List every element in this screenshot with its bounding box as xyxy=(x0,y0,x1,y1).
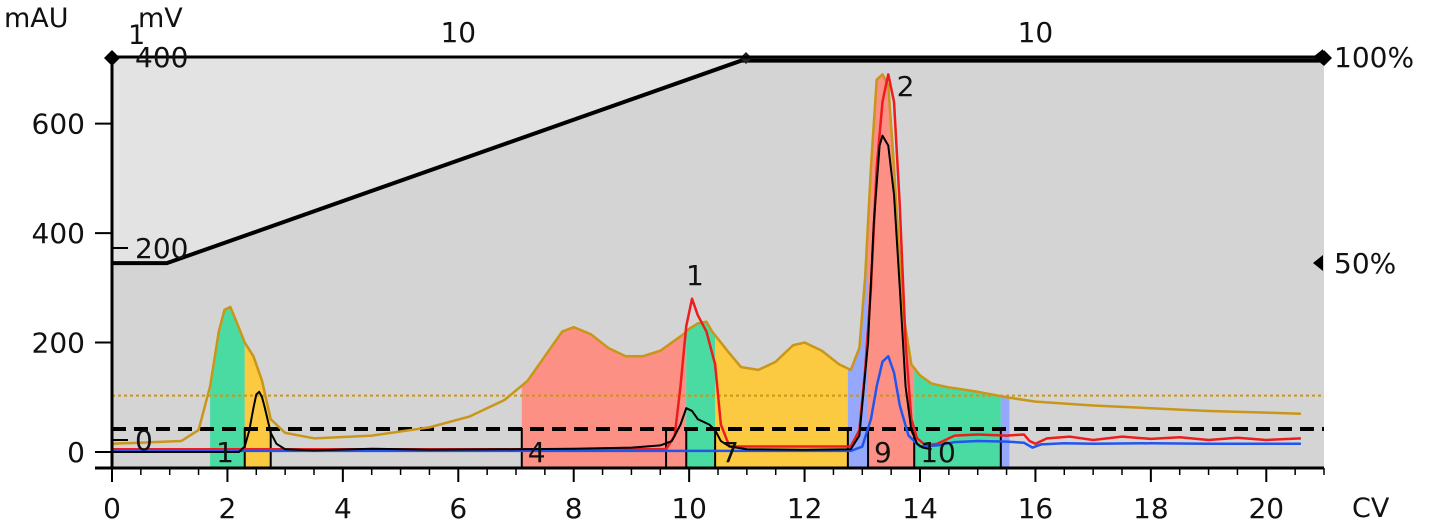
y-tick-label-400: 400 xyxy=(32,217,85,250)
peak-label-1: 1 xyxy=(686,259,704,292)
series-black xyxy=(112,134,932,453)
x-tick-label-6: 6 xyxy=(449,492,467,525)
fraction-label-3: 4 xyxy=(528,436,546,469)
fraction-region-3 xyxy=(521,327,667,468)
fraction-region-10 xyxy=(1000,396,1010,468)
fraction-labels: 1 4 7 9 10 xyxy=(216,436,956,469)
x-tick-label-18: 18 xyxy=(1133,492,1169,525)
mv-tick-label-0: 0 xyxy=(135,424,153,457)
x-tick-label-14: 14 xyxy=(902,492,938,525)
mv-tick-label-200: 200 xyxy=(135,232,188,265)
fraction-region-1 xyxy=(210,307,245,468)
gradient-fill xyxy=(112,57,1324,264)
top-segment-label-2: 10 xyxy=(1018,16,1054,49)
x-tick-label-10: 10 xyxy=(671,492,707,525)
axes: 0 2 4 6 8 10 12 14 16 18 200200400600020040050%100… xyxy=(32,16,1415,525)
series-blue xyxy=(112,354,1301,453)
series-gold xyxy=(111,73,1301,446)
x-axis-label: CV xyxy=(1352,493,1390,524)
pct-left-marker xyxy=(104,50,120,66)
trace-series xyxy=(111,73,1301,453)
fraction-label-8: 9 xyxy=(874,436,892,469)
pct-tick-label-50%: 50% xyxy=(1334,247,1396,280)
y-left2-axis-label: mV xyxy=(138,3,183,34)
fraction-region-2 xyxy=(244,342,271,468)
mv-tick-label-400: 400 xyxy=(135,41,188,74)
fraction-label-1: 1 xyxy=(216,436,234,469)
x-tick-label-12: 12 xyxy=(787,492,823,525)
top-label-first: 1 xyxy=(128,20,145,51)
series-red xyxy=(112,73,1301,451)
x-tick-label-16: 16 xyxy=(1018,492,1054,525)
y-tick-label-600: 600 xyxy=(32,108,85,141)
x-tick-label-2: 2 xyxy=(219,492,237,525)
peak-labels: 12 xyxy=(686,70,914,292)
y-left-axis-label: mAU xyxy=(4,3,69,34)
fraction-region-4 xyxy=(666,331,687,468)
y-tick-label-0: 0 xyxy=(67,436,85,469)
pct-tick-label-100%: 100% xyxy=(1334,41,1414,74)
pct-right-marker xyxy=(1316,50,1332,66)
x-tick-label-20: 20 xyxy=(1248,492,1284,525)
x-tick-label-0: 0 xyxy=(103,492,121,525)
y-tick-label-200: 200 xyxy=(32,327,85,360)
x-tick-label-8: 8 xyxy=(565,492,583,525)
fraction-label-6: 7 xyxy=(721,436,739,469)
peak-label-2: 2 xyxy=(897,70,915,103)
x-tick-label-4: 4 xyxy=(334,492,352,525)
gradient-line xyxy=(112,58,1324,266)
top-segment-label-1: 10 xyxy=(440,16,476,49)
fraction-label-9: 10 xyxy=(920,436,956,469)
pct-marker-50% xyxy=(1313,255,1323,271)
